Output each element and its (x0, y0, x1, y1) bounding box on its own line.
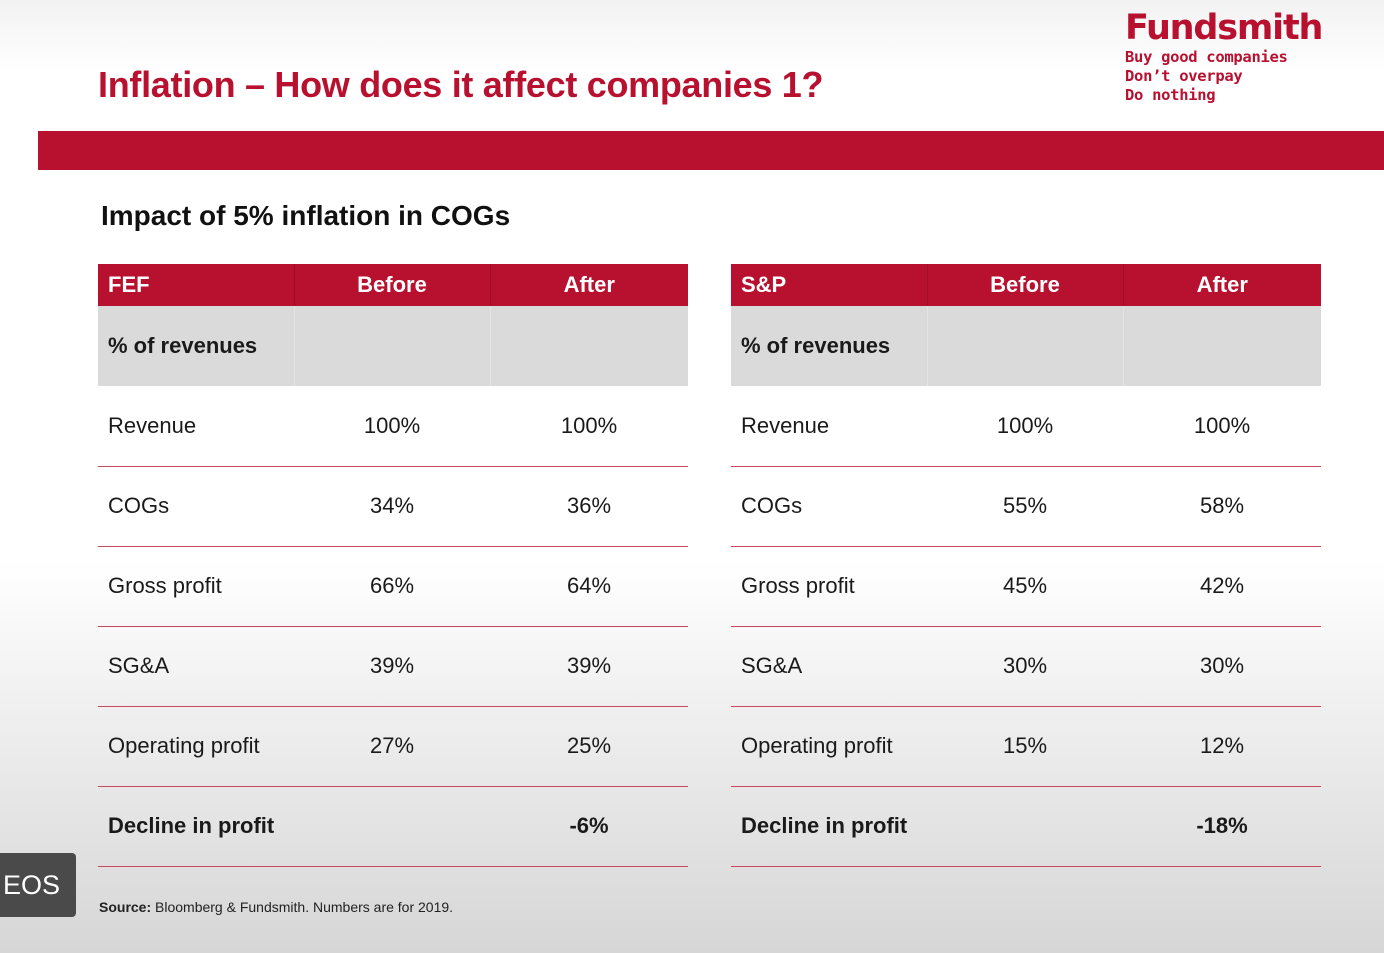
table-header-row: S&P Before After (731, 264, 1321, 306)
after-value: 100% (490, 386, 688, 467)
before-value (927, 786, 1123, 867)
row-label: SG&A (98, 626, 294, 707)
before-value: 34% (294, 466, 490, 547)
source-note: Source: Bloomberg & Fundsmith. Numbers a… (99, 899, 453, 915)
row-label: Gross profit (98, 546, 294, 627)
slide-subtitle: Impact of 5% inflation in COGs (101, 200, 511, 231)
table-row-gross-profit: Gross profit 45% 42% (731, 546, 1321, 627)
column-header-fund: FEF (98, 264, 294, 306)
table-band-row: % of revenues (98, 306, 688, 386)
after-value: -18% (1123, 786, 1321, 867)
header-divider-bar (38, 131, 1384, 170)
row-label: Decline in profit (731, 786, 927, 867)
table-row-decline-in-profit: Decline in profit -18% (731, 786, 1321, 867)
after-value: 30% (1123, 626, 1321, 707)
row-label: COGs (731, 466, 927, 547)
table-row-cogs: COGs 34% 36% (98, 466, 688, 547)
after-value: 12% (1123, 706, 1321, 787)
slide-title: Inflation – How does it affect companies… (98, 64, 824, 105)
after-value: -6% (490, 786, 688, 867)
after-value: 39% (490, 626, 688, 707)
before-value: 55% (927, 466, 1123, 547)
band-cell (293, 306, 490, 386)
band-cell (1122, 306, 1321, 386)
table-row-gross-profit: Gross profit 66% 64% (98, 546, 688, 627)
band-label: % of revenues (98, 306, 294, 386)
table-row-operating-profit: Operating profit 27% 25% (98, 706, 688, 787)
band-cell (926, 306, 1123, 386)
column-header-after: After (489, 264, 688, 306)
band-cell (489, 306, 688, 386)
before-value: 15% (927, 706, 1123, 787)
row-label: Revenue (731, 386, 927, 467)
table-row-operating-profit: Operating profit 15% 12% (731, 706, 1321, 787)
table-row-sga: SG&A 39% 39% (98, 626, 688, 707)
table-row-revenue: Revenue 100% 100% (731, 386, 1321, 467)
fundsmith-logo: Fundsmith Buy good companies Don’t overp… (1125, 8, 1323, 105)
band-label: % of revenues (731, 306, 927, 386)
before-value: 45% (927, 546, 1123, 627)
column-header-after: After (1122, 264, 1321, 306)
source-label: Source: (99, 899, 152, 915)
after-value: 36% (490, 466, 688, 547)
after-value: 64% (490, 546, 688, 627)
column-header-before: Before (926, 264, 1123, 306)
before-value: 39% (294, 626, 490, 707)
before-value: 27% (294, 706, 490, 787)
table-row-sga: SG&A 30% 30% (731, 626, 1321, 707)
row-label: Gross profit (731, 546, 927, 627)
before-value: 100% (927, 386, 1123, 467)
row-label: Operating profit (98, 706, 294, 787)
video-overlay-badge[interactable]: EOS (0, 853, 76, 917)
table-header-row: FEF Before After (98, 264, 688, 306)
after-value: 58% (1123, 466, 1321, 547)
column-header-before: Before (293, 264, 490, 306)
logo-tagline-1: Buy good companies (1125, 48, 1288, 66)
row-label: Revenue (98, 386, 294, 467)
logo-name: Fundsmith (1125, 8, 1323, 48)
table-row-decline-in-profit: Decline in profit -6% (98, 786, 688, 867)
before-value: 30% (927, 626, 1123, 707)
fef-table: FEF Before After % of revenues Revenue 1… (98, 264, 688, 867)
logo-tagline-2: Don’t overpay (1125, 67, 1243, 85)
after-value: 100% (1123, 386, 1321, 467)
table-band-row: % of revenues (731, 306, 1321, 386)
after-value: 42% (1123, 546, 1321, 627)
row-label: SG&A (731, 626, 927, 707)
row-label: Decline in profit (98, 786, 294, 867)
column-header-fund: S&P (731, 264, 927, 306)
table-row-revenue: Revenue 100% 100% (98, 386, 688, 467)
logo-tagline-3: Do nothing (1125, 86, 1216, 104)
table-row-cogs: COGs 55% 58% (731, 466, 1321, 547)
before-value: 66% (294, 546, 490, 627)
before-value (294, 786, 490, 867)
sp-table: S&P Before After % of revenues Revenue 1… (731, 264, 1321, 867)
before-value: 100% (294, 386, 490, 467)
after-value: 25% (490, 706, 688, 787)
source-text: Bloomberg & Fundsmith. Numbers are for 2… (151, 899, 454, 915)
row-label: COGs (98, 466, 294, 547)
row-label: Operating profit (731, 706, 927, 787)
